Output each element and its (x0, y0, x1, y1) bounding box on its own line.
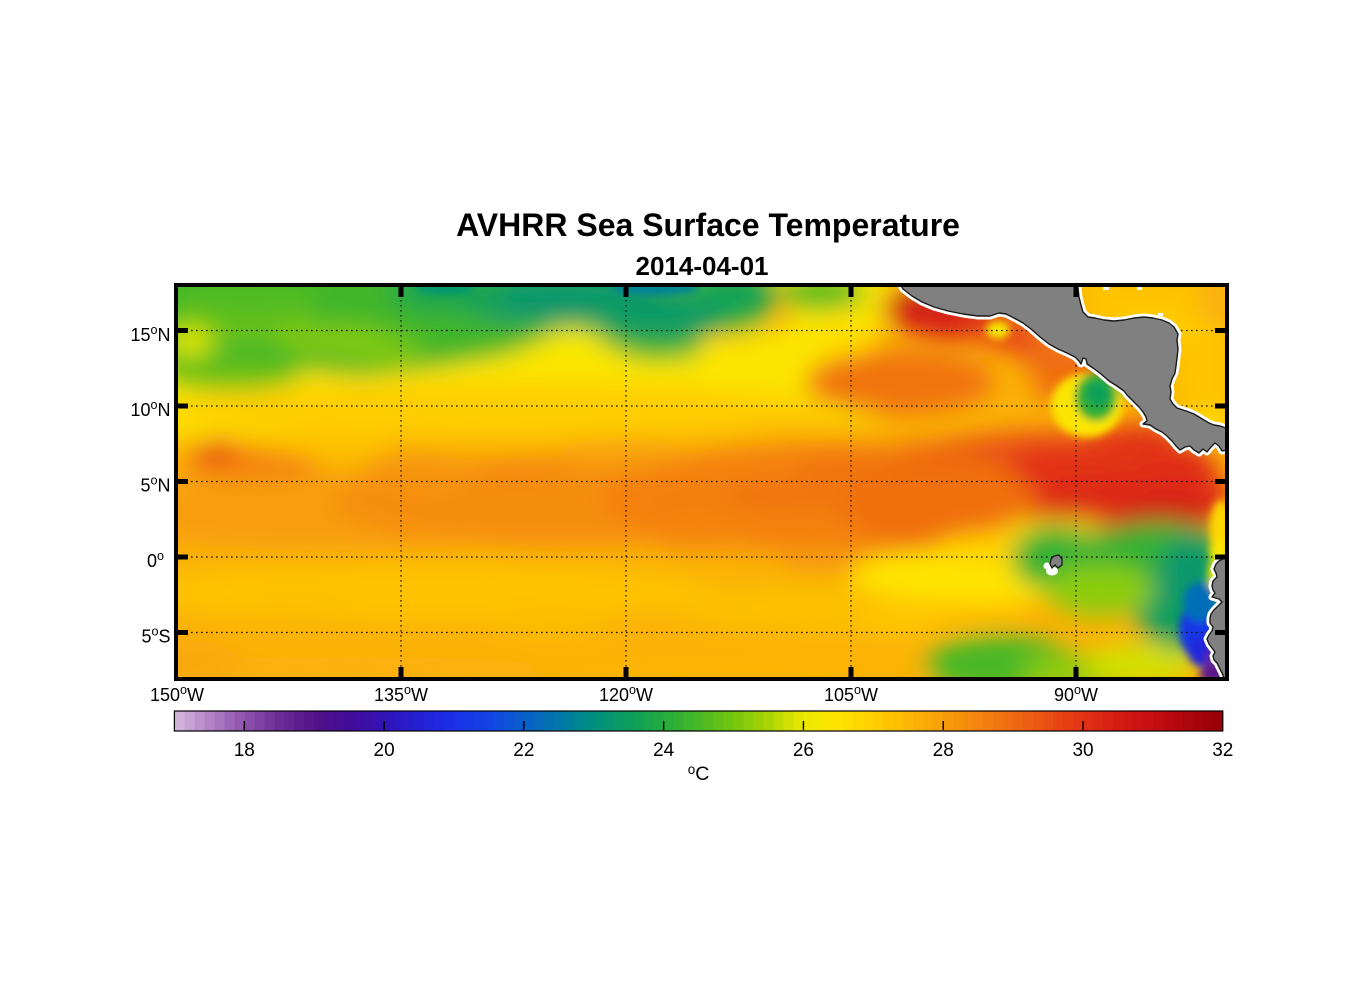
svg-text:22: 22 (513, 740, 534, 761)
svg-text:20: 20 (374, 740, 395, 761)
svg-text:0o: 0o (147, 549, 164, 571)
svg-text:105oW: 105oW (824, 683, 878, 705)
svg-text:5oN: 5oN (140, 474, 170, 496)
svg-text:5oS: 5oS (141, 625, 170, 647)
svg-text:32: 32 (1212, 740, 1233, 761)
svg-text:18: 18 (234, 740, 255, 761)
svg-text:2014-04-01: 2014-04-01 (636, 251, 769, 281)
svg-text:135oW: 135oW (374, 683, 428, 705)
svg-text:24: 24 (653, 740, 675, 761)
svg-text:15oN: 15oN (130, 323, 170, 345)
svg-text:26: 26 (793, 740, 814, 761)
svg-text:150oW: 150oW (150, 683, 204, 705)
svg-text:120oW: 120oW (599, 683, 653, 705)
svg-text:28: 28 (933, 740, 954, 761)
svg-text:30: 30 (1072, 740, 1093, 761)
svg-text:90oW: 90oW (1054, 683, 1098, 705)
svg-text:AVHRR Sea Surface Temperature: AVHRR Sea Surface Temperature (456, 207, 960, 243)
svg-text:10oN: 10oN (130, 398, 170, 420)
svg-text:oC: oC (688, 762, 710, 785)
